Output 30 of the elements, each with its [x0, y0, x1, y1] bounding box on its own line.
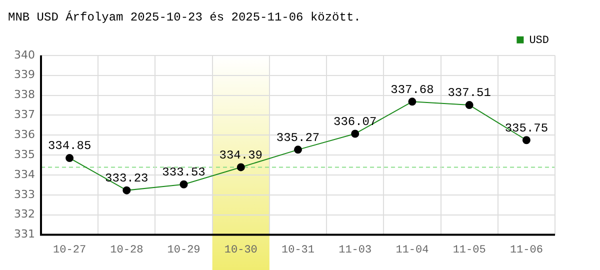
y-tick-label: 334: [14, 168, 35, 181]
y-tick-label: 332: [14, 208, 35, 221]
y-tick-label: 336: [14, 128, 35, 141]
y-tick-label: 338: [14, 88, 35, 102]
y-tick-label: 335: [14, 148, 35, 161]
x-tick-label: 11-04: [396, 244, 430, 256]
data-label: 334.85: [48, 139, 92, 154]
data-label: 337.68: [390, 82, 434, 97]
data-label: 336.07: [334, 114, 377, 129]
data-label: 333.23: [105, 172, 148, 186]
data-label: 335.75: [504, 121, 548, 136]
legend-label: USD: [529, 34, 550, 47]
chart-title: MNB USD Árfolyam 2025-10-23 és 2025-11-06 között.: [8, 10, 361, 24]
x-tick-label: 10-27: [53, 244, 86, 256]
x-tick-label: 11-06: [510, 244, 543, 256]
data-label: 337.51: [448, 86, 491, 100]
x-tick-label: 11-03: [338, 244, 372, 256]
y-tick-label: 340: [14, 48, 35, 62]
y-tick-label: 337: [14, 108, 35, 122]
y-tick-label: 333: [14, 188, 35, 201]
data-label: 333.53: [162, 166, 206, 180]
x-tick-label: 11-05: [452, 244, 486, 256]
data-label: 335.27: [276, 130, 320, 145]
x-tick-label: 10-29: [167, 244, 200, 256]
y-tick-label: 331: [14, 228, 35, 241]
x-tick-label: 10-28: [110, 244, 144, 256]
data-label: 334.39: [219, 148, 262, 162]
x-tick-label: 10-30: [224, 244, 258, 256]
y-tick-label: 339: [14, 68, 35, 82]
x-tick-label: 10-31: [281, 244, 315, 256]
